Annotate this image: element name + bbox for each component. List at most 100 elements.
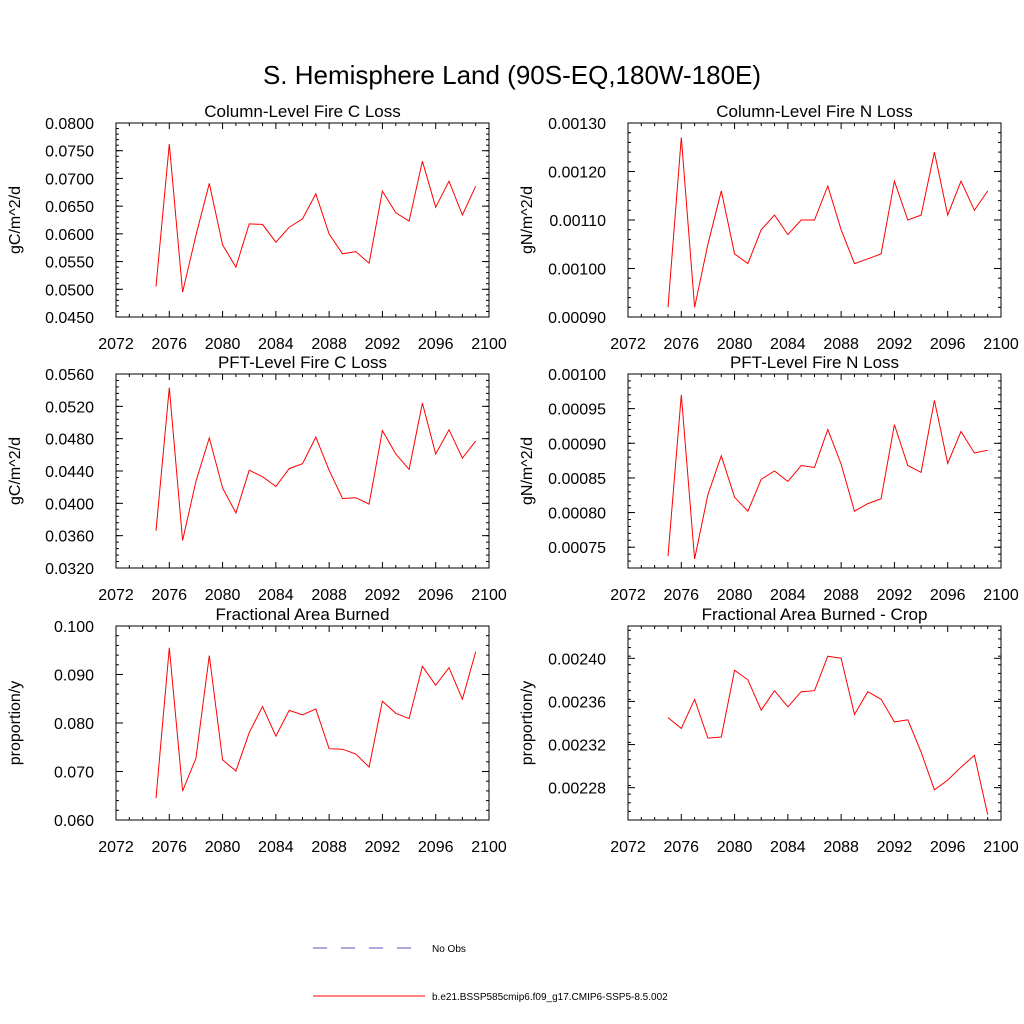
y-tick-label: 0.080	[54, 716, 94, 733]
x-tick-label: 2088	[823, 839, 859, 856]
x-tick-label: 2076	[151, 839, 187, 856]
legend-label-model: b.e21.BSSP585cmip6.f09_g17.CMIP6-SSP5-8.…	[432, 992, 668, 1003]
y-tick-label: 0.0400	[45, 496, 94, 513]
y-tick-label: 0.0750	[45, 144, 94, 161]
x-tick-label: 2084	[770, 587, 806, 604]
x-tick-label: 2080	[717, 587, 753, 604]
x-tick-label: 2080	[205, 336, 241, 353]
x-tick-label: 2072	[98, 587, 134, 604]
series-line	[155, 144, 477, 293]
panel-1: Column-Level Fire C Loss gC/m^2/d 2072 2076…	[7, 102, 507, 353]
x-tick-label: 2100	[983, 336, 1019, 353]
x-tick-label: 2080	[205, 587, 241, 604]
y-tick-label: 0.0700	[45, 171, 94, 188]
y-axis-label: proportion/y	[7, 681, 24, 766]
x-tick-label: 2088	[311, 839, 347, 856]
panel-title: Column-Level Fire N Loss	[716, 102, 913, 121]
y-axis-label: gC/m^2/d	[7, 437, 24, 505]
y-tick-label: 0.00120	[548, 165, 606, 182]
x-tick-label: 2100	[471, 587, 507, 604]
legend: No Obs b.e21.BSSP585cmip6.f09_g17.CMIP6-…	[313, 944, 668, 1003]
x-tick-label: 2096	[418, 839, 454, 856]
x-tick-label: 2080	[205, 839, 241, 856]
x-tick-label: 2072	[610, 587, 646, 604]
panel-title: Fractional Area Burned	[216, 605, 390, 624]
panel-4: PFT-Level Fire N Loss gN/m^2/d 2072 2076 208…	[519, 353, 1019, 604]
y-tick-label: 0.00240	[548, 651, 606, 668]
x-tick-label: 2100	[471, 336, 507, 353]
x-tick-label: 2072	[610, 336, 646, 353]
x-tick-label: 2076	[663, 336, 699, 353]
x-tick-label: 2092	[365, 587, 401, 604]
x-tick-label: 2072	[610, 839, 646, 856]
series-line	[667, 137, 989, 308]
x-tick-label: 2088	[311, 587, 347, 604]
y-tick-label: 0.00075	[548, 540, 606, 557]
x-tick-label: 2084	[258, 839, 294, 856]
x-tick-label: 2100	[983, 839, 1019, 856]
x-tick-label: 2096	[930, 336, 966, 353]
y-tick-label: 0.00085	[548, 471, 606, 488]
y-tick-label: 0.060	[54, 813, 94, 830]
y-axis-label: gC/m^2/d	[7, 186, 24, 254]
y-tick-label: 0.00095	[548, 402, 606, 419]
x-tick-label: 2072	[98, 336, 134, 353]
plot-frame	[115, 625, 490, 821]
main-title: S. Hemisphere Land (90S-EQ,180W-180E)	[263, 60, 761, 90]
x-tick-label: 2088	[823, 336, 859, 353]
series-line	[155, 647, 477, 799]
x-tick-label: 2088	[311, 336, 347, 353]
y-tick-label: 0.00236	[548, 694, 606, 711]
x-tick-label: 2092	[365, 336, 401, 353]
y-tick-label: 0.00090	[548, 436, 606, 453]
series-line	[667, 655, 989, 815]
x-tick-label: 2096	[930, 587, 966, 604]
x-tick-label: 2096	[418, 587, 454, 604]
x-tick-label: 2076	[151, 336, 187, 353]
x-tick-label: 2080	[717, 839, 753, 856]
y-tick-label: 0.0560	[45, 367, 94, 384]
x-tick-label: 2100	[983, 587, 1019, 604]
x-tick-label: 2084	[258, 587, 294, 604]
plot-frame	[115, 373, 490, 569]
y-tick-label: 0.00110	[549, 213, 606, 230]
x-tick-label: 2096	[418, 336, 454, 353]
x-tick-label: 2084	[770, 336, 806, 353]
y-tick-label: 0.0440	[45, 464, 94, 481]
legend-label-no-obs: No Obs	[432, 944, 466, 955]
plot-frame	[627, 373, 1002, 569]
y-tick-label: 0.00100	[548, 367, 606, 384]
panel-3: PFT-Level Fire C Loss gC/m^2/d 2072 2076 208…	[7, 353, 507, 604]
series-line	[667, 394, 988, 560]
x-tick-label: 2084	[770, 839, 806, 856]
x-tick-label: 2092	[365, 839, 401, 856]
y-tick-label: 0.0450	[45, 310, 94, 327]
y-tick-label: 0.00080	[548, 506, 606, 523]
y-tick-label: 0.0360	[45, 529, 94, 546]
series-line	[155, 387, 477, 541]
plot-frame	[115, 122, 490, 318]
panel-2: Column-Level Fire N Loss gN/m^2/d 2072 2076…	[519, 102, 1019, 353]
panel-5: Fractional Area Burned proportion/y 2072 20…	[7, 605, 507, 856]
y-tick-label: 0.00130	[548, 116, 606, 133]
panel-title: Fractional Area Burned - Crop	[702, 605, 928, 624]
y-tick-label: 0.0320	[45, 561, 94, 578]
y-tick-label: 0.0520	[45, 399, 94, 416]
y-tick-label: 0.00232	[548, 738, 606, 755]
x-tick-label: 2076	[663, 587, 699, 604]
x-tick-label: 2088	[823, 587, 859, 604]
y-tick-label: 0.00228	[548, 781, 606, 798]
y-axis-label: gN/m^2/d	[519, 186, 536, 254]
y-axis-label: proportion/y	[519, 681, 536, 766]
y-axis-label: gN/m^2/d	[519, 437, 536, 505]
y-tick-label: 0.0600	[45, 227, 94, 244]
panel-group: Column-Level Fire C Loss gC/m^2/d 2072 2076…	[7, 102, 1019, 856]
x-tick-label: 2100	[471, 839, 507, 856]
x-tick-label: 2076	[151, 587, 187, 604]
y-tick-label: 0.0650	[45, 199, 94, 216]
y-tick-label: 0.070	[54, 765, 94, 782]
y-tick-label: 0.00100	[548, 262, 606, 279]
y-tick-label: 0.090	[54, 668, 94, 685]
y-tick-label: 0.0480	[45, 432, 94, 449]
x-tick-label: 2092	[877, 839, 913, 856]
